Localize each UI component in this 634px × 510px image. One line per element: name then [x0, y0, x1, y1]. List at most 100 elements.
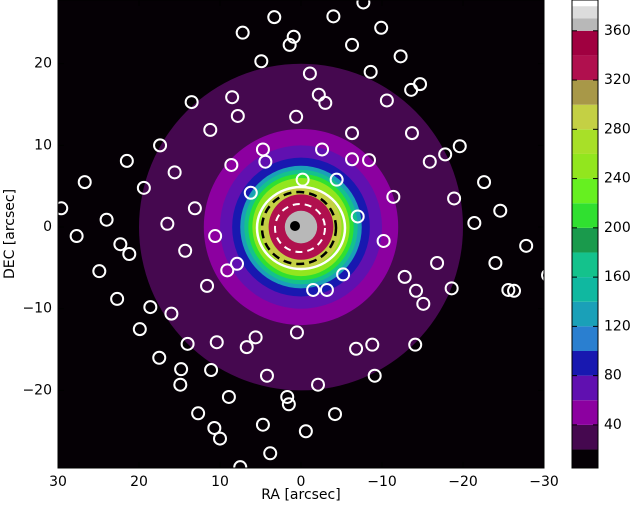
source-marker [99, 212, 114, 227]
colorbar-tick-label: 240 [604, 171, 631, 187]
source-marker [295, 172, 310, 187]
colorbar-band [572, 6, 598, 19]
source-marker [58, 201, 69, 216]
source-marker [302, 66, 317, 81]
source-marker [235, 25, 250, 40]
colorbar-tick-label: 40 [604, 417, 622, 433]
source-marker [167, 165, 182, 180]
source-marker [92, 264, 107, 279]
source-marker [328, 407, 343, 422]
colorbar-band [572, 227, 598, 253]
source-marker [315, 142, 330, 157]
colorbar-band [572, 0, 598, 7]
colorbar-band [572, 326, 598, 351]
source-marker [444, 281, 459, 296]
source-marker [119, 153, 134, 168]
source-marker [356, 0, 371, 10]
source-marker [319, 282, 334, 297]
source-marker [416, 296, 431, 311]
y-tick-label: 10 [34, 137, 52, 153]
source-marker [379, 93, 394, 108]
source-marker [452, 139, 467, 154]
source-marker [259, 368, 274, 383]
source-marker [447, 191, 462, 206]
source-marker [233, 460, 248, 468]
source-marker [345, 152, 360, 167]
source-marker [230, 108, 245, 123]
colorbar-tick-label: 320 [604, 72, 631, 88]
source-marker [191, 406, 206, 421]
source-marker [173, 377, 188, 392]
colorbar-tick-label: 200 [604, 220, 631, 236]
source-marker [207, 420, 222, 435]
source-marker [254, 54, 269, 69]
source-marker [362, 153, 377, 168]
source-marker [208, 229, 223, 244]
x-tick-label: 0 [297, 474, 306, 490]
source-marker [289, 109, 304, 124]
source-marker [255, 417, 270, 432]
source-marker [132, 322, 147, 337]
colorbar-tick-label: 280 [604, 121, 631, 137]
colorbar-band [572, 80, 598, 105]
source-marker [200, 278, 215, 293]
source-marker [178, 243, 193, 258]
source-marker [376, 233, 391, 248]
inner-dashed-contour [274, 203, 326, 253]
source-marker [267, 10, 282, 25]
source-marker [69, 229, 84, 244]
source-marker [110, 291, 125, 306]
y-tick-label: −10 [22, 301, 52, 317]
source-marker [349, 341, 364, 356]
colorbar-tick-label: 80 [604, 368, 622, 384]
colorbar-band [572, 203, 598, 228]
contour-region [284, 210, 318, 244]
x-tick-label: −30 [529, 474, 559, 490]
sources [58, 0, 544, 468]
source-marker [122, 247, 137, 262]
colorbar-tick-label: 120 [604, 318, 631, 334]
source-marker [336, 267, 351, 282]
y-tick-label: 20 [34, 56, 52, 72]
colorbar-band [572, 351, 598, 376]
x-tick-label: 10 [211, 474, 229, 490]
source-marker [365, 337, 380, 352]
source-marker [113, 237, 128, 252]
x-tick-label: 30 [49, 474, 67, 490]
colorbar-band [572, 18, 598, 31]
source-marker [204, 362, 219, 377]
source-marker [263, 446, 278, 461]
source-marker [467, 215, 482, 230]
x-tick-label: 20 [130, 474, 148, 490]
source-marker [243, 185, 258, 200]
source-marker [258, 154, 273, 169]
source-marker [329, 172, 344, 187]
colorbar-frame [571, 0, 599, 469]
source-marker [501, 282, 516, 297]
source-marker [306, 282, 321, 297]
source-marker [438, 147, 453, 162]
source-marker [404, 126, 419, 141]
axes: 30 20 10 0 −10 −20 −30 −20 −10 0 10 20 [22, 0, 559, 490]
source-marker [345, 126, 360, 141]
center-marker [290, 221, 300, 231]
source-marker [213, 431, 227, 446]
source-marker [397, 269, 412, 284]
source-marker [220, 263, 235, 278]
y-axis-label: DEC [arcsec] [2, 189, 18, 279]
source-marker [184, 95, 199, 110]
source-marker [152, 350, 167, 365]
colorbar: 40 80 120 160 200 240 280 320 360 [571, 0, 631, 469]
source-marker [221, 389, 236, 404]
source-marker [164, 306, 179, 321]
source-marker [143, 300, 158, 315]
y-tick-label: 0 [43, 219, 52, 235]
source-marker [281, 397, 296, 412]
source-marker [187, 201, 202, 216]
source-marker [318, 95, 333, 110]
colorbar-band [572, 30, 598, 56]
source-marker [209, 335, 224, 350]
colorbar-band [572, 375, 598, 401]
x-tick-label: −20 [448, 474, 478, 490]
source-marker [408, 337, 423, 352]
